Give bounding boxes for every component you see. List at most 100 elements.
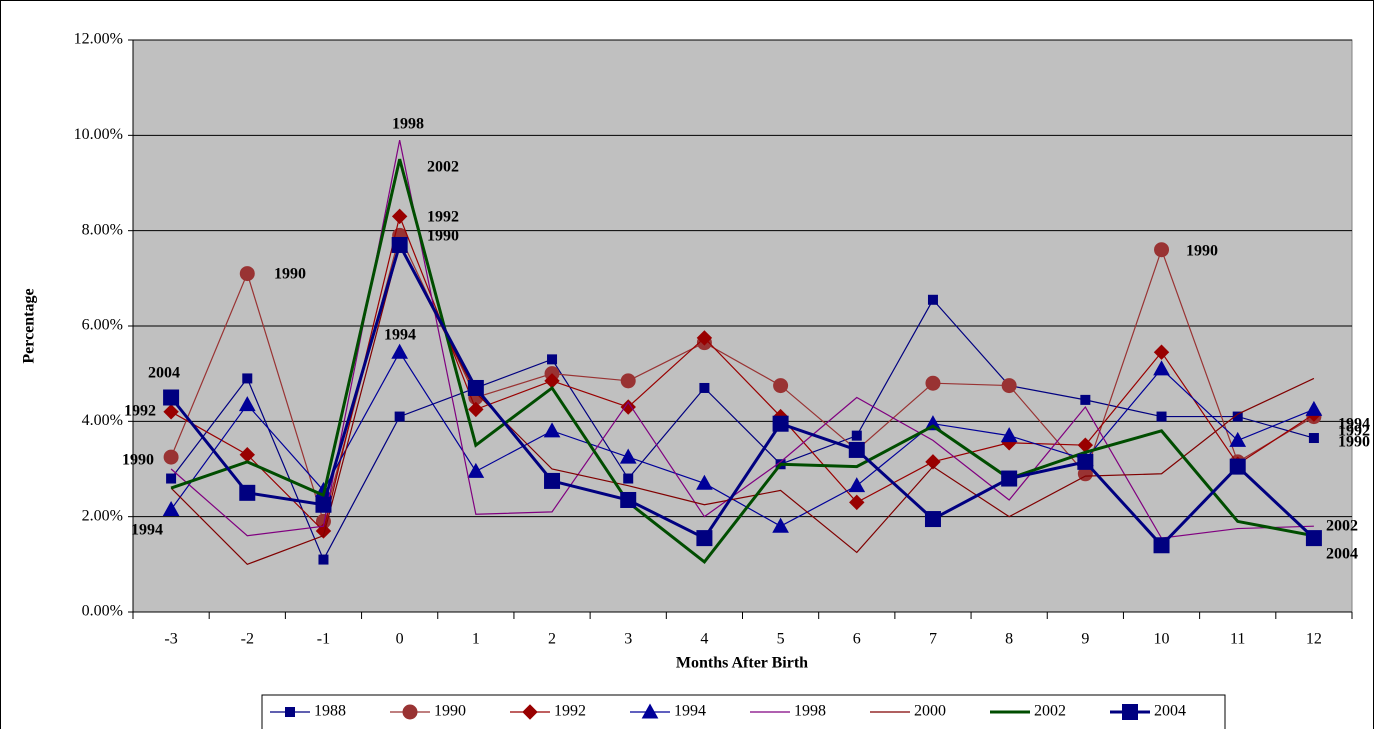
marker	[927, 294, 938, 305]
series-line	[170, 298, 1315, 561]
annotation: 1994	[131, 522, 163, 539]
marker	[166, 473, 177, 484]
marker	[1229, 458, 1246, 475]
marker	[467, 462, 485, 478]
legend-label: 1992	[554, 703, 586, 720]
y-tick-label: 0.00%	[82, 603, 123, 620]
marker	[925, 454, 941, 470]
marker	[547, 354, 558, 365]
annotation: 2004	[148, 365, 180, 382]
x-tick-label: 12	[1306, 631, 1322, 648]
marker	[696, 530, 713, 547]
marker	[315, 523, 332, 539]
legend-label: 2004	[1154, 703, 1186, 720]
annotation: 1990	[122, 452, 154, 469]
x-tick-label: 10	[1154, 631, 1170, 648]
y-axis-title: Percentage	[21, 288, 38, 363]
annotation: 1998	[392, 116, 424, 133]
y-tick-label: 12.00%	[74, 31, 123, 48]
legend-label: 1988	[314, 703, 346, 720]
marker	[391, 343, 409, 359]
marker	[242, 373, 253, 384]
x-tick-label: 2	[548, 631, 556, 648]
marker	[1001, 470, 1018, 487]
marker	[239, 484, 256, 501]
annotation: 2002	[427, 159, 459, 176]
annotation: 1992	[427, 209, 459, 226]
legend-label: 1998	[794, 703, 826, 720]
x-tick-label: 8	[1005, 631, 1013, 648]
x-tick-label: 7	[929, 631, 937, 648]
marker	[925, 375, 941, 391]
legend-label: 2000	[914, 703, 946, 720]
y-tick-label: 6.00%	[82, 317, 123, 334]
marker	[641, 703, 659, 719]
legend-label: 2002	[1034, 703, 1066, 720]
series-line	[170, 351, 1315, 527]
marker	[620, 373, 636, 389]
x-tick-label: 1	[472, 631, 480, 648]
series-line	[170, 243, 1315, 566]
series-line	[169, 241, 1315, 548]
marker	[238, 396, 256, 412]
marker	[285, 707, 295, 717]
legend-box	[261, 694, 1226, 734]
legend-label: 1990	[434, 703, 466, 720]
x-tick-label: 0	[396, 631, 404, 648]
marker	[402, 704, 418, 720]
marker	[699, 382, 710, 393]
marker	[391, 208, 408, 225]
marker	[1122, 704, 1138, 720]
y-tick-label: 2.00%	[82, 507, 123, 524]
annotation: 1992	[124, 403, 156, 420]
series-line	[170, 158, 1315, 565]
marker	[1001, 378, 1017, 394]
marker	[163, 449, 179, 465]
marker	[619, 448, 637, 464]
marker	[696, 474, 713, 490]
annotation: 1990	[1186, 243, 1218, 260]
marker	[620, 491, 637, 508]
marker	[1080, 394, 1091, 405]
marker	[623, 473, 634, 484]
marker	[772, 415, 789, 432]
marker	[1308, 433, 1319, 444]
marker	[772, 517, 789, 533]
marker	[1232, 411, 1243, 422]
marker	[848, 441, 865, 458]
x-axis-title: Months After Birth	[676, 655, 808, 672]
marker	[1305, 400, 1323, 416]
annotation: 1994	[1338, 416, 1370, 433]
legend: 1988 1990 1992 1994 1998 2000 2002 2004	[261, 694, 1226, 734]
marker	[1156, 411, 1167, 422]
marker	[849, 494, 865, 511]
marker	[696, 330, 713, 346]
marker	[924, 415, 942, 431]
marker	[239, 266, 255, 282]
marker	[924, 511, 941, 528]
marker	[315, 496, 332, 513]
annotation: 1994	[384, 327, 416, 344]
annotation: 1990	[427, 228, 459, 245]
annotation: 2002	[1326, 518, 1358, 535]
x-tick-label: 5	[777, 631, 785, 648]
marker	[1000, 427, 1018, 443]
marker	[162, 500, 180, 517]
marker	[163, 404, 179, 420]
y-tick-label: 10.00%	[74, 126, 123, 143]
marker	[1154, 242, 1170, 258]
annotation: 2004	[1326, 546, 1358, 563]
x-tick-label: -1	[317, 631, 330, 648]
marker	[163, 389, 180, 406]
marker	[1153, 537, 1170, 554]
annotation: 1990	[1338, 434, 1370, 451]
marker	[1153, 360, 1170, 376]
marker	[468, 401, 484, 418]
marker	[773, 378, 789, 394]
marker	[544, 472, 561, 489]
x-tick-label: -2	[241, 631, 254, 648]
y-tick-label: 8.00%	[82, 221, 123, 238]
x-tick-label: 9	[1081, 631, 1089, 648]
y-tick-label: 4.00%	[82, 412, 123, 429]
